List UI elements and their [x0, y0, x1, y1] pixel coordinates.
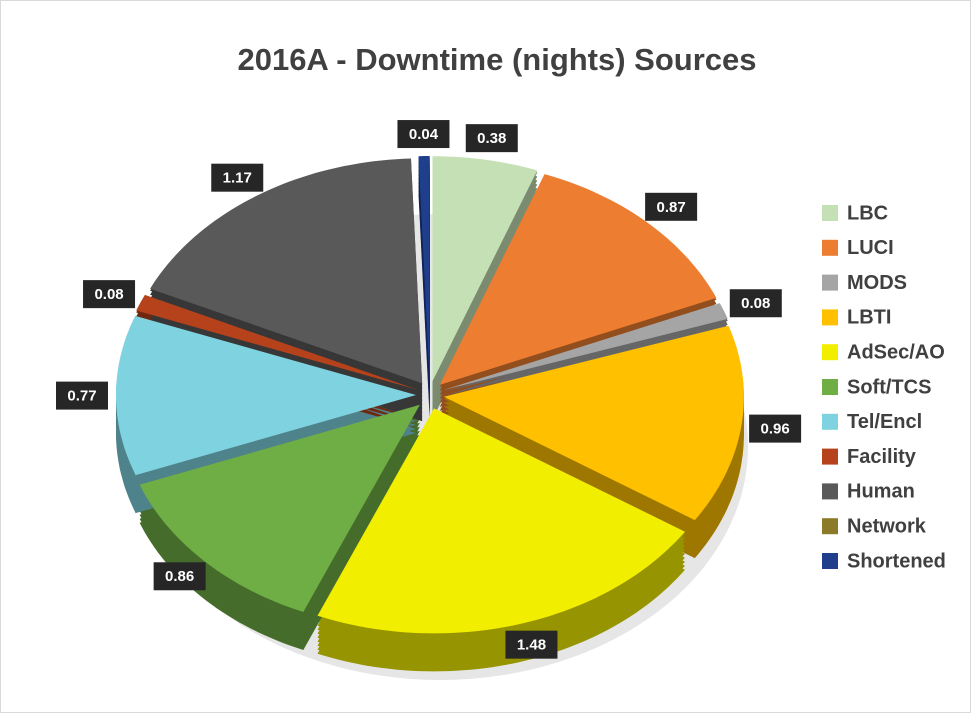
data-label-box: [505, 630, 558, 659]
slice: [439, 174, 717, 385]
legend-label: MODS: [847, 272, 907, 294]
legend-label: LBTI: [847, 307, 891, 329]
legend-swatch: [822, 344, 838, 361]
legend-swatch: [822, 413, 838, 430]
data-label: 1.17: [211, 163, 264, 192]
legend-swatch: [822, 483, 838, 500]
slice: [136, 294, 418, 390]
data-label-box: [749, 414, 802, 443]
data-label: 0.87: [645, 192, 698, 221]
legend-swatch: [822, 448, 838, 465]
slice: [317, 408, 685, 634]
legend-label: Human: [847, 481, 915, 503]
slice: [432, 156, 538, 382]
legend-swatch: [822, 518, 838, 535]
data-label-text: 1.48: [517, 637, 546, 654]
data-label: 0.04: [397, 120, 450, 149]
data-label-box: [729, 289, 782, 318]
data-label: 0.86: [153, 562, 206, 591]
data-label-text: 0.86: [165, 568, 194, 585]
slice: [443, 325, 744, 521]
data-label-box: [56, 381, 109, 410]
data-label-text: 0.96: [761, 421, 790, 438]
legend-label: LUCI: [847, 237, 894, 259]
data-label-text: 0.77: [67, 388, 96, 405]
data-label-box: [645, 192, 698, 221]
data-label-box: [397, 120, 450, 149]
data-label-text: 1.17: [223, 170, 252, 187]
data-label-box: [153, 562, 206, 591]
data-label-text: 0.08: [741, 295, 770, 312]
slice: [443, 303, 728, 391]
legend-label: LBC: [847, 202, 888, 224]
legend: LBC LUCI MODS LBTI AdSec/AO Soft/TCS Tel/Encl F…: [805, 195, 965, 580]
slice: [116, 315, 416, 476]
data-label: 0.38: [465, 124, 518, 153]
legend-label: Network: [847, 515, 927, 537]
slice: [150, 158, 423, 384]
legend-swatch: [822, 239, 838, 256]
chart-title: 2016A - Downtime (nights) Sources: [237, 42, 756, 77]
legend-label: Shortened: [847, 550, 946, 572]
data-label: 0.08: [729, 289, 782, 318]
data-label: 0.96: [749, 414, 802, 443]
legend-swatch: [822, 274, 838, 291]
data-label-box: [211, 163, 264, 192]
slice: [139, 404, 420, 612]
data-label-box: [465, 124, 518, 153]
legend-label: Facility: [847, 446, 917, 468]
slice: [418, 156, 430, 381]
data-label-box: [83, 280, 136, 309]
data-label-text: 0.87: [657, 199, 686, 216]
data-label: 0.77: [56, 381, 109, 410]
legend-label: AdSec/AO: [847, 341, 945, 363]
legend-label: Tel/Encl: [847, 411, 922, 433]
data-label-text: 0.38: [477, 130, 506, 147]
data-label: 0.08: [83, 280, 136, 309]
legend-swatch: [822, 309, 838, 326]
legend-swatch: [822, 553, 838, 569]
legend-label: Soft/TCS: [847, 376, 931, 398]
data-label-text: 0.04: [409, 126, 439, 143]
data-label-text: 0.08: [94, 286, 123, 303]
legend-swatch: [822, 205, 838, 221]
data-label: 1.48: [505, 630, 558, 659]
legend-swatch: [822, 379, 838, 395]
